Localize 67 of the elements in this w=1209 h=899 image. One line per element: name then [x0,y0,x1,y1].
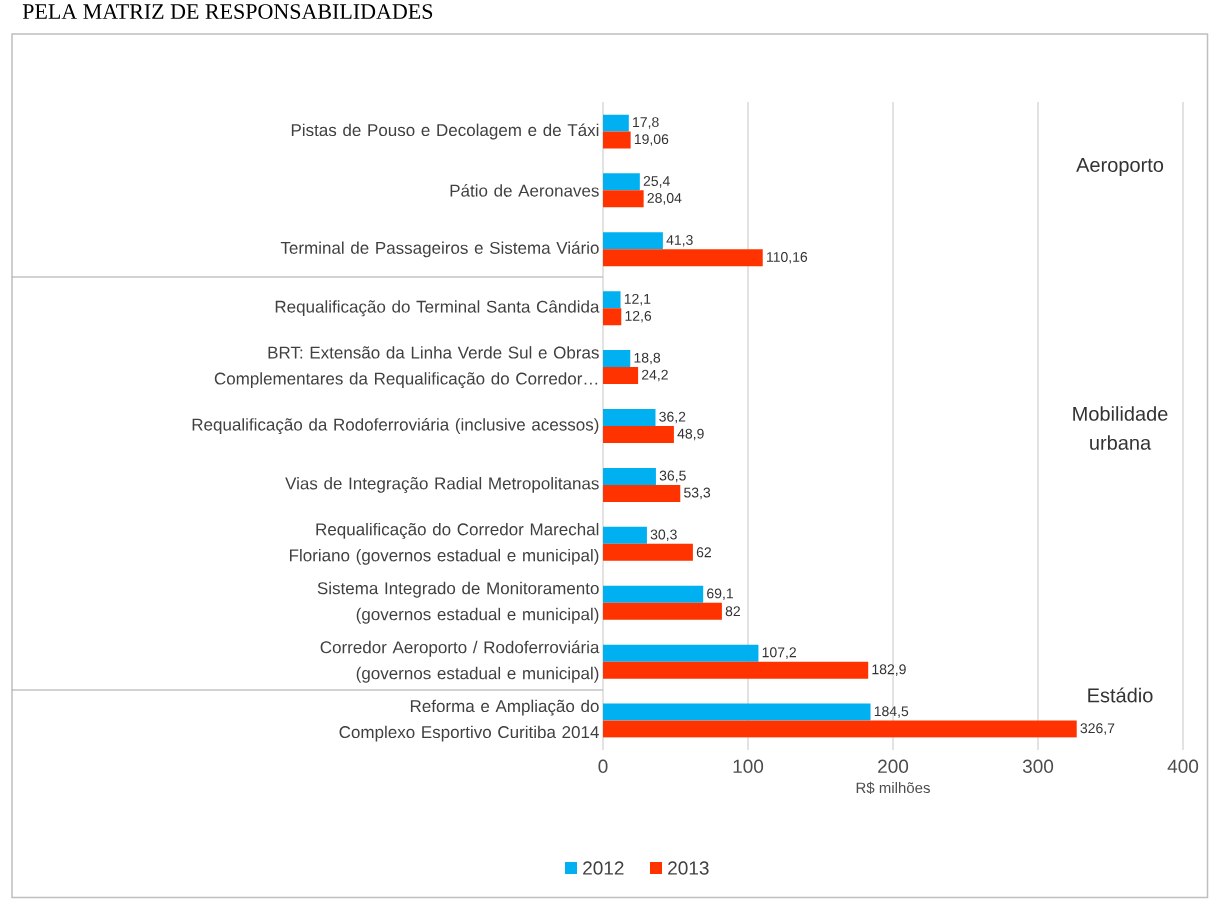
bar [603,308,622,326]
text: 53,3 [684,487,711,500]
x-tick-label: 300 [1022,759,1054,773]
y-tick-label: Sistema Integrado de Monitoramento (governos estadual e municipal) [317,581,599,624]
bar [603,190,644,208]
bar [603,409,656,426]
text: 326,7 [1080,723,1115,735]
text: 62 [696,547,711,558]
x-tick-label: 0 [598,759,608,773]
y-tick-label: Reforma e Ampliação do Complexo Esportivo Curitiba 2014 [339,699,599,742]
y-tick-label: Corredor Aeroporto / Rodoferroviária (governos estadual e municipal) [320,640,600,683]
bar [603,467,656,485]
annotation: Aeroporto [1076,158,1164,176]
bar [603,585,704,603]
y-tick-label: Pátio de Aeronaves [450,184,599,197]
bar [603,173,640,191]
legend-label: 2012 [583,861,624,875]
text: 25,4 [643,176,670,188]
bar [603,350,631,368]
bar [603,426,674,443]
bar [603,526,647,544]
bar [603,367,639,385]
y-tick-label: Requalificação da Rodoferroviária (inclusive acessos) [192,417,599,435]
y-tick-label: Requalificação do Terminal Santa Cândida [275,300,600,317]
text: 182,9 [872,664,906,676]
bar [603,484,681,502]
x-axis-title: R$ milhões [856,781,930,794]
x-tick-label: 200 [878,759,909,773]
bar [603,131,631,149]
y-tick-label: Pistas de Pouso e Decolagem e de Táxi [291,123,599,140]
bar [603,602,722,620]
y-tick-label: Requalificação do Corredor Marechal Floriano (governos estadual e municipal) [289,522,599,565]
text: 110,16 [767,251,808,264]
bar [603,703,871,721]
text: 184,5 [874,706,909,718]
text: 36,2 [659,411,686,424]
text: 12,1 [624,293,651,306]
bar [603,291,621,309]
bar [603,661,869,679]
text: 12,6 [625,310,652,323]
annotation: Mobilidade urbana [1073,406,1168,450]
bar [603,644,759,662]
text: 48,9 [677,428,704,441]
text: PELA MATRIZ DE RESPONSABILIDADES [22,4,433,19]
text: 36,5 [659,470,686,483]
text: 17,8 [633,117,659,129]
text: 19,06 [634,134,669,146]
text: 30,3 [650,529,677,542]
text: 41,3 [666,234,693,247]
y-tick-label: BRT: Extensão da Linha Verde Sul e Obras Complementares da Requalificação do Corredor… [214,346,599,389]
bar [603,232,663,250]
text: 69,1 [707,588,733,601]
text: 82 [725,606,740,617]
text: 107,2 [762,647,796,659]
x-tick-label: 100 [733,759,764,773]
legend-label: 2013 [668,861,709,875]
annotation: Estádio [1088,687,1153,703]
bar [603,249,763,267]
y-tick-label: Terminal de Passageiros e Sistema Viário [280,241,599,258]
text: 28,04 [647,193,682,205]
bar [603,720,1077,738]
bar [603,114,629,132]
y-tick-label: Vias de Integração Radial Metropolitanas [285,476,599,493]
text: 18,8 [634,352,661,365]
x-tick-label: 400 [1167,759,1199,773]
bar [603,543,693,561]
text: 24,2 [642,369,668,382]
